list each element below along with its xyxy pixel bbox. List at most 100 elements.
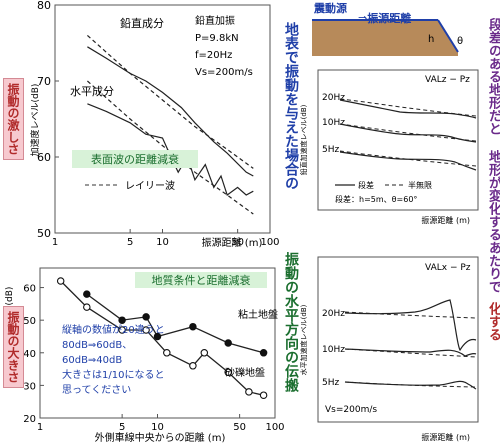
theta-label: θ [457, 36, 463, 47]
tl-ytick-label: 70 [37, 75, 51, 88]
note-line-3: 60dB⇒40dB [62, 355, 122, 366]
bottom-left-xlabel: 外側車線中央からの距離 (m) [95, 431, 226, 444]
rt-curve-5hz-flat [339, 150, 477, 167]
rt-label-20hz: 20Hz [322, 93, 345, 103]
right-bottom-box-title: VALx − Pz [425, 263, 471, 273]
rt-curve-10hz-flat [339, 123, 477, 142]
note-text: 縦軸の数値が20違うと 80dB⇒60dB、 60dB⇒40dB 大きさは1/1… [62, 323, 165, 396]
terrain-diagram: 震動源 ⇒振源距離 θ h [312, 1, 463, 56]
bl-ytick-label: 40 [23, 349, 36, 360]
param-force: P=9.8kN [195, 33, 239, 44]
bl-point-0 [153, 332, 162, 341]
distance-label: ⇒振源距離 [358, 11, 411, 25]
tl-ytick-label: 80 [37, 0, 51, 12]
rt-curve-5hz-step [339, 151, 477, 171]
bl-xtick-label: 10 [151, 422, 164, 433]
rb-curve-10hz-step [344, 348, 477, 357]
bl-ytick-label: 60 [23, 284, 36, 295]
bl-point-1 [83, 303, 91, 311]
bl-xtick-label: 100 [265, 422, 284, 433]
right-bottom-xlabel: 振源距離 (m) [421, 432, 470, 442]
right-title-c: 振動の伝搬が大きく変化する [486, 302, 500, 341]
bl-ytick-label: 50 [23, 316, 36, 327]
note-line-4: 大きさは1/10になると [62, 368, 164, 381]
right-bottom-chart: 水平加速度レベル(dB) VALx − Pz 20Hz 10Hz 5Hz Vs=… [299, 256, 479, 442]
left-label-intensity: 振動の激しさ [3, 78, 24, 160]
rb-label-5hz: 5Hz [322, 378, 339, 388]
tl-xtick-label: 1 [52, 237, 58, 248]
terrain-ground [312, 20, 458, 52]
rt-curve-20hz-flat [339, 98, 477, 117]
bl-point-1 [189, 362, 197, 370]
top-left-xlabel: 振源距離 (m) [202, 236, 263, 249]
right-bottom-ylabel: 水平加速度レベル(dB) [299, 304, 308, 375]
rb-curve-20hz-flat [344, 311, 477, 319]
right-top-xlabel: 振源距離 (m) [421, 215, 470, 225]
bl-xtick-label: 50 [233, 422, 246, 433]
rt-condition: 段差：h=5m、θ=60° [335, 194, 417, 204]
label-vertical-component: 鉛直成分 [120, 16, 164, 30]
tl-xtick-label: 50 [231, 237, 244, 248]
tl-xtick-label: 10 [156, 237, 169, 248]
bl-point-0 [118, 316, 126, 324]
param-vs: Vs=200m/s [195, 67, 253, 78]
geology-box [135, 272, 267, 288]
surface-wave-box [72, 150, 198, 168]
bl-point-0 [142, 313, 150, 321]
rt-curve-10hz-step [339, 123, 477, 143]
tl-curve-rayleigh-vertical [87, 34, 254, 169]
rb-label-10hz: 10Hz [322, 345, 345, 355]
geology-title: 地質条件と距離減衰 [152, 273, 251, 287]
right-bottom-frame [317, 256, 479, 423]
tl-ytick-label: 60 [37, 151, 51, 164]
rt-label-10hz: 10Hz [322, 118, 345, 128]
bl-point-1 [245, 388, 253, 396]
bl-point-0 [259, 349, 268, 357]
label-horizontal-component: 水平成分 [70, 85, 114, 98]
clay-label: 粘土地盤 [238, 308, 278, 321]
right-title-b: 地形が変化するあたりで [486, 150, 500, 293]
tl-xtick-label: 5 [127, 237, 133, 248]
rt-label-5hz: 5Hz [322, 145, 339, 155]
center-title-blue: 地表で振動を与えた場合の [283, 22, 299, 190]
bl-ytick-label: 30 [23, 381, 36, 392]
note-line-5: 思ってください [62, 384, 131, 396]
bl-ytick-label: 20 [23, 414, 36, 425]
param-excitation: 鉛直加振 [195, 14, 235, 27]
bl-point-1 [56, 277, 65, 285]
bl-point-0 [189, 322, 197, 331]
center-title-green: 振動の水平方向の伝搬 [283, 252, 299, 392]
bl-series-line-1 [60, 280, 264, 396]
bl-xtick-label: 1 [37, 422, 43, 433]
rt-legend-step-label: 段差 [358, 180, 374, 190]
rb-label-20hz: 20Hz [322, 309, 345, 319]
tl-xtick-label: 100 [260, 237, 279, 248]
legend-rayleigh-label: レイリー波 [125, 179, 175, 192]
tl-ytick-label: 50 [37, 227, 51, 240]
top-left-ylabel: 加速度レベル(dB) [29, 84, 41, 157]
rt-curve-20hz-step [339, 99, 477, 119]
source-label: 震動源 [313, 1, 347, 15]
bl-point-0 [224, 339, 232, 347]
bl-point-1 [224, 368, 232, 377]
right-top-ylabel: 鉛直加速度レベル(dB) [299, 104, 308, 175]
bl-point-1 [259, 391, 268, 399]
rb-curve-5hz-flat [344, 381, 477, 388]
rb-vs: Vs=200m/s [325, 405, 377, 415]
left-label-magnitude: 振動の大きさ [3, 306, 24, 388]
bl-point-1 [118, 326, 126, 334]
note-line-2: 80dB⇒60dB、 [62, 340, 132, 351]
bl-xtick-label: 5 [119, 422, 125, 433]
bl-point-1 [142, 326, 150, 334]
right-title-a: 段差のある地形だと [486, 18, 500, 135]
bl-point-1 [200, 349, 209, 357]
param-frequency: f=20Hz [195, 50, 232, 61]
right-top-chart: 鉛直加速度レベル(dB) VALz − Pz 20Hz 10Hz 5Hz 段差 … [299, 69, 479, 225]
right-top-frame [317, 69, 479, 211]
h-label: h [428, 34, 434, 45]
top-left-chart: 加速度レベル(dB) 50 60 70 80 1 5 10 50 100 振源距離 (m) 鉛… [29, 0, 280, 249]
bl-point-1 [163, 349, 171, 357]
terrain-slope-line [437, 19, 459, 53]
